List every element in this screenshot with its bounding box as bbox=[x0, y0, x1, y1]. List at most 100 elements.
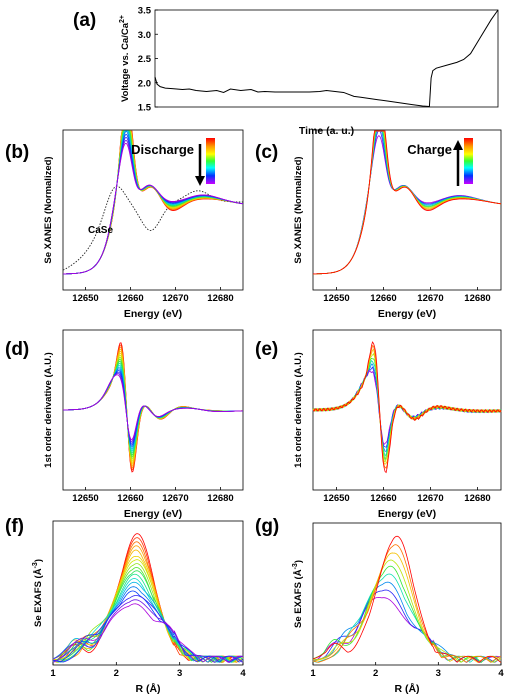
d-derivative-17 bbox=[62, 374, 244, 441]
d-derivative-1 bbox=[62, 344, 244, 471]
d-xtick-label-3: 12680 bbox=[207, 493, 233, 504]
c-xtick-label-3: 12680 bbox=[464, 293, 490, 304]
f-xtick-label-0: 1 bbox=[50, 668, 56, 679]
d-derivative-15 bbox=[62, 371, 244, 444]
panel-label-b: (b) bbox=[5, 142, 29, 163]
b-spectrum-16 bbox=[62, 139, 244, 275]
f-ft-curve-9 bbox=[52, 570, 244, 663]
panel-label-d: (d) bbox=[5, 339, 29, 360]
d-derivative-9 bbox=[62, 360, 244, 456]
e-xtick-label-1: 12660 bbox=[370, 493, 396, 504]
d-derivative-7 bbox=[62, 356, 244, 460]
g-xtick-label-3: 4 bbox=[498, 668, 504, 679]
c-frame bbox=[312, 129, 502, 291]
f-ft-curve-12 bbox=[52, 581, 244, 663]
e-derivative-8 bbox=[312, 341, 502, 474]
b-spectrum-15 bbox=[62, 136, 244, 275]
b-xtick-label-0: 12650 bbox=[72, 293, 98, 304]
d-frame bbox=[62, 329, 244, 491]
panel-label-e: (e) bbox=[255, 339, 278, 360]
x-axis-label-g: R (Å) bbox=[394, 682, 419, 695]
discharge-arrowhead bbox=[195, 176, 205, 186]
f-ft-curve-17 bbox=[52, 603, 244, 663]
f-xtick-label-2: 3 bbox=[177, 668, 182, 679]
c-xtick-label-2: 12670 bbox=[417, 293, 443, 304]
d-xtick-label-1: 12660 bbox=[117, 493, 143, 504]
e-xtick-label-0: 12650 bbox=[323, 493, 349, 504]
x-axis-label-b: Energy (eV) bbox=[124, 308, 182, 320]
c-spectrum-8 bbox=[312, 130, 502, 275]
f-xtick-label-1: 2 bbox=[114, 668, 119, 679]
e-xtick-label-3: 12680 bbox=[464, 493, 490, 504]
y-axis-label-d: 1st order derivative (A.U.) bbox=[43, 352, 54, 468]
panel-label-a: (a) bbox=[73, 10, 96, 31]
d-derivative-0 bbox=[62, 342, 244, 473]
d-derivative-14 bbox=[62, 370, 244, 446]
c-xtick-label-1: 12660 bbox=[370, 293, 396, 304]
d-derivative-5 bbox=[62, 352, 244, 464]
g-xtick-label-1: 2 bbox=[373, 668, 378, 679]
b-xtick-label-1: 12660 bbox=[117, 293, 143, 304]
g-ft-curve-6 bbox=[312, 552, 502, 663]
x-axis-label-f: R (Å) bbox=[135, 682, 160, 695]
b-spectrum-17 bbox=[62, 142, 244, 275]
d-derivative-11 bbox=[62, 364, 244, 452]
e-xtick-label-2: 12670 bbox=[417, 493, 443, 504]
y-axis-label-e: 1st order derivative (A.U.) bbox=[293, 352, 304, 468]
color-scale-bar bbox=[464, 138, 473, 184]
d-derivative-2 bbox=[62, 346, 244, 469]
panel-label-c: (c) bbox=[255, 142, 278, 163]
panel-label-g: (g) bbox=[255, 516, 279, 537]
g-ft-curve-7 bbox=[312, 544, 502, 663]
discharge-annotation: Discharge bbox=[131, 142, 194, 157]
e-derivative-3 bbox=[312, 359, 502, 457]
a-ytick-label-1: 2.0 bbox=[138, 78, 151, 89]
g-ft-curve-3 bbox=[312, 573, 502, 663]
c-xtick-label-0: 12650 bbox=[323, 293, 349, 304]
d-derivative-13 bbox=[62, 368, 244, 448]
a-frame bbox=[154, 9, 499, 108]
b-xtick-label-3: 12680 bbox=[207, 293, 233, 304]
charge-arrowhead bbox=[453, 140, 463, 150]
y-axis-label-b: Se XANES (Normalized) bbox=[43, 156, 54, 263]
g-xtick-label-0: 1 bbox=[310, 668, 316, 679]
f-ft-curve-16 bbox=[52, 599, 244, 663]
f-ft-curve-13 bbox=[52, 586, 244, 663]
x-axis-label-d: Energy (eV) bbox=[124, 508, 182, 520]
color-scale-bar bbox=[206, 138, 215, 184]
y-axis-label-c: Se XANES (Normalized) bbox=[293, 156, 304, 263]
d-xtick-label-0: 12650 bbox=[72, 493, 98, 504]
f-frame bbox=[52, 520, 244, 666]
d-derivative-6 bbox=[62, 354, 244, 462]
voltage-curve bbox=[154, 9, 499, 108]
x-axis-label-c: Energy (eV) bbox=[378, 308, 436, 320]
case-reference-label: CaSe bbox=[88, 225, 113, 236]
y-axis-label-a: Voltage vs. Ca/Ca2+ bbox=[119, 15, 131, 102]
y-axis-label-g: Se EXAFS (Å-3) bbox=[292, 560, 304, 628]
g-ft-curve-0 bbox=[312, 597, 502, 663]
panel-label-f: (f) bbox=[5, 516, 24, 537]
g-ft-curve-8 bbox=[312, 535, 502, 663]
f-ft-curve-14 bbox=[52, 590, 244, 663]
g-ft-curve-2 bbox=[312, 581, 502, 663]
a-ytick-label-3: 3.0 bbox=[138, 30, 151, 41]
b-xtick-label-2: 12670 bbox=[162, 293, 188, 304]
f-xtick-label-3: 4 bbox=[240, 668, 246, 679]
b-frame bbox=[62, 129, 244, 291]
d-derivative-4 bbox=[62, 350, 244, 466]
e-derivative-4 bbox=[312, 357, 502, 461]
d-derivative-12 bbox=[62, 366, 244, 450]
y-axis-label-f: Se EXAFS (Å-3) bbox=[32, 559, 44, 627]
d-derivative-3 bbox=[62, 348, 244, 468]
d-derivative-16 bbox=[62, 373, 244, 443]
x-axis-label-e: Energy (eV) bbox=[378, 508, 436, 520]
charge-annotation: Charge bbox=[407, 142, 452, 157]
d-xtick-label-2: 12670 bbox=[162, 493, 188, 504]
g-ft-curve-1 bbox=[312, 589, 502, 663]
d-derivative-10 bbox=[62, 362, 244, 454]
e-derivative-7 bbox=[312, 344, 502, 469]
a-ytick-label-4: 3.5 bbox=[138, 6, 152, 17]
a-ytick-label-2: 2.5 bbox=[138, 54, 152, 65]
d-derivative-8 bbox=[62, 358, 244, 458]
